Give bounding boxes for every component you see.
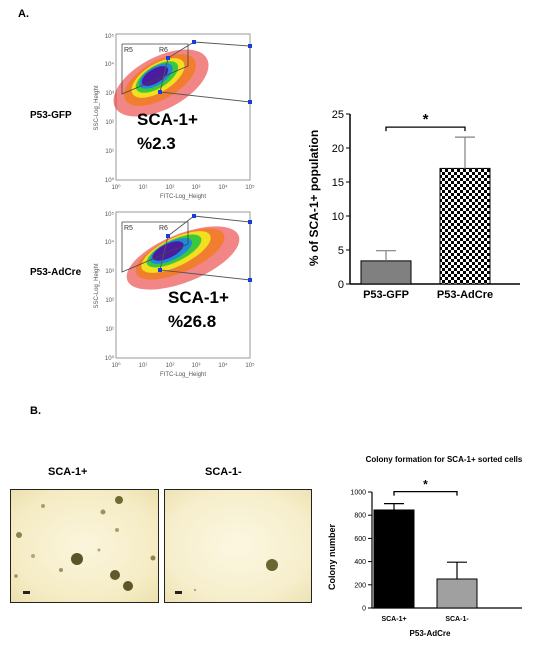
- x-tick: 10⁴: [218, 362, 228, 369]
- y-tick: 10²: [105, 298, 114, 304]
- y-tick: 10⁴: [105, 61, 115, 68]
- y-tick-label: 20: [332, 143, 344, 155]
- flow-xlabel: FITC-Log_Height: [160, 372, 206, 378]
- gate-r6: [159, 215, 251, 281]
- category-label: P53-AdCre: [437, 289, 493, 301]
- y-tick-label: 800: [354, 513, 366, 520]
- x-tick: 10⁰: [111, 362, 121, 369]
- chart-b-title: Colony formation for SCA-1+ sorted cells: [366, 455, 523, 464]
- bar-P53-AdCre: [439, 167, 491, 285]
- flow-plot-gfp: 10⁰ 10¹ 10² 10³ 10⁴ 10⁵ 10⁰ 10¹ 10² 10³ …: [94, 33, 255, 200]
- flow-marker-1: SCA-1+: [137, 110, 198, 129]
- chart-b-xlabel: P53-AdCre: [410, 629, 451, 638]
- y-tick: 10⁵: [105, 211, 115, 218]
- x-tick: 10¹: [139, 363, 148, 369]
- x-tick: 10⁴: [218, 184, 228, 191]
- flow-xlabel: FITC-Log_Height: [160, 194, 206, 200]
- chart-b-significance: *: [393, 478, 458, 496]
- significance-bracket: [385, 126, 466, 132]
- significance-bracket: [393, 490, 458, 496]
- event-cloud: [113, 49, 209, 117]
- flow-row-label-2: P53-AdCre: [30, 267, 82, 278]
- y-tick: 10³: [105, 91, 114, 97]
- flow-percent-2: %26.8: [168, 312, 217, 331]
- flow-ylabel: SSC-Log_Height: [94, 263, 100, 308]
- gate-r6-label: R6: [159, 225, 168, 232]
- x-tick: 10³: [192, 363, 201, 369]
- micrograph-sca1-pos: [10, 489, 159, 603]
- y-tick-label: 600: [354, 536, 366, 543]
- micrograph-label-sca1-neg: SCA-1-: [205, 466, 242, 478]
- flow-ticks-y-1: 10⁰ 10¹ 10² 10³ 10⁴ 10⁵: [105, 33, 115, 184]
- y-tick-label: 200: [354, 582, 366, 589]
- flow-plot-adcre: 10⁰ 10¹ 10² 10³ 10⁴ 10⁵ 10⁰ 10¹ 10² 10³ …: [94, 211, 255, 378]
- flow-ticks-x-2: 10⁰ 10¹ 10² 10³ 10⁴ 10⁵: [111, 362, 255, 369]
- gate-r5-label: R5: [124, 47, 133, 54]
- chart-b-bars: [373, 502, 478, 609]
- y-tick-label: 10: [332, 211, 344, 223]
- x-tick: 10⁵: [245, 362, 255, 369]
- category-label: P53-GFP: [363, 289, 409, 301]
- y-tick: 10⁴: [105, 239, 115, 246]
- panel-b-letter: B.: [30, 405, 41, 417]
- y-tick-label: 0: [362, 605, 366, 612]
- x-tick: 10⁰: [111, 184, 121, 191]
- x-tick: 10²: [166, 363, 175, 369]
- y-tick: 10¹: [105, 149, 114, 155]
- significance-star: *: [423, 111, 429, 128]
- flow-percent-1: %2.3: [137, 134, 176, 153]
- bar-P53-GFP: [360, 260, 412, 285]
- significance-star: *: [423, 478, 428, 492]
- flow-ticks-y-2: 10⁰ 10¹ 10² 10³ 10⁴ 10⁵: [105, 211, 115, 362]
- x-tick: 10³: [192, 185, 201, 191]
- y-tick-label: 5: [338, 245, 344, 257]
- bar-chart-colony-formation: Colony formation for SCA-1+ sorted cells…: [327, 455, 523, 638]
- gate-handles: [158, 40, 252, 104]
- x-tick: 10²: [166, 185, 175, 191]
- colony-dots: [14, 496, 156, 594]
- bar-SCA-1+: [373, 509, 415, 609]
- flow-ticks-x-1: 10⁰ 10¹ 10² 10³ 10⁴ 10⁵: [111, 184, 255, 191]
- gate-r6: [159, 41, 251, 103]
- gate-handles: [158, 214, 252, 282]
- bar-SCA-1-: [436, 578, 478, 609]
- x-tick: 10¹: [139, 185, 148, 191]
- chart-b-categories: SCA-1+ SCA-1-: [381, 616, 469, 623]
- x-tick: 10⁵: [245, 184, 255, 191]
- y-tick: 10¹: [105, 327, 114, 333]
- flow-ylabel: SSC-Log_Height: [94, 85, 100, 130]
- category-label: SCA-1-: [445, 616, 469, 623]
- chart-a-bars: [360, 136, 491, 285]
- gate-r5-label: R5: [124, 225, 133, 232]
- y-tick-label: 25: [332, 109, 344, 121]
- y-tick-label: 1000: [350, 489, 366, 496]
- colony-dots: [175, 559, 278, 594]
- micrograph-label-sca1-pos: SCA-1+: [48, 466, 88, 478]
- chart-a-ticks: 0 5 10 15 20 25: [332, 109, 520, 291]
- chart-a-significance: *: [385, 111, 466, 132]
- category-label: SCA-1+: [381, 616, 406, 623]
- panel-a-letter: A.: [18, 8, 29, 20]
- chart-a-categories: P53-GFP P53-AdCre: [363, 289, 493, 301]
- chart-b-ylabel: Colony number: [327, 524, 337, 590]
- y-tick: 10⁰: [105, 177, 115, 184]
- gate-r5: [121, 221, 189, 273]
- gate-r5: [121, 43, 189, 95]
- flow-row-label-1: P53-GFP: [30, 110, 72, 121]
- bar-chart-sca1-population: % of SCA-1+ population 0 5 10 15 20 25 P53-GF…: [307, 109, 520, 301]
- gate-r6-label: R6: [159, 47, 168, 54]
- y-tick-label: 15: [332, 177, 344, 189]
- y-tick: 10²: [105, 120, 114, 126]
- y-tick: 10⁰: [105, 355, 115, 362]
- y-tick: 10⁵: [105, 33, 115, 40]
- chart-a-ylabel: % of SCA-1+ population: [307, 130, 321, 266]
- y-tick-label: 400: [354, 559, 366, 566]
- micrograph-sca1-neg: [164, 489, 312, 603]
- flow-marker-2: SCA-1+: [168, 288, 229, 307]
- y-tick-label: 0: [338, 279, 344, 291]
- y-tick: 10³: [105, 269, 114, 275]
